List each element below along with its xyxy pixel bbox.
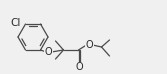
Text: O: O [45, 47, 52, 57]
Text: Cl: Cl [10, 18, 21, 28]
Text: O: O [75, 62, 83, 72]
Text: O: O [86, 40, 93, 50]
